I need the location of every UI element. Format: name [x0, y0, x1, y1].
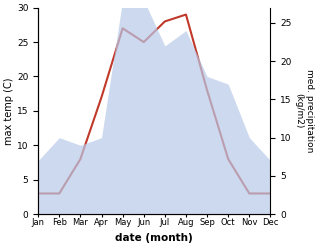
X-axis label: date (month): date (month): [115, 233, 193, 243]
Y-axis label: med. precipitation
(kg/m2): med. precipitation (kg/m2): [294, 69, 314, 153]
Y-axis label: max temp (C): max temp (C): [4, 77, 14, 145]
